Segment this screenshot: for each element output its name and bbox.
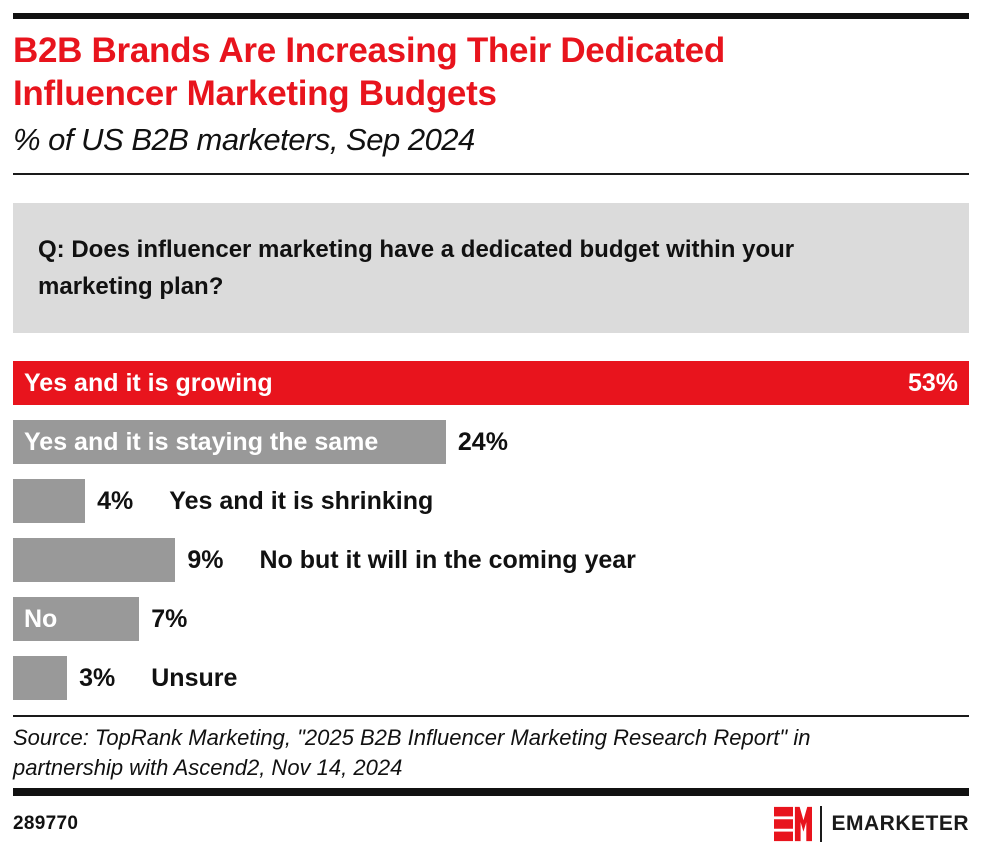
- bar-row: No 7%: [13, 597, 969, 641]
- footer: 289770 EMARKETER: [13, 804, 969, 844]
- logo-divider: [820, 806, 823, 842]
- bar: Yes and it is staying the same: [13, 420, 446, 464]
- chart-subtitle: % of US B2B marketers, Sep 2024: [13, 122, 475, 157]
- emarketer-logo-icon: [774, 806, 813, 842]
- bar-label: Yes and it is growing: [24, 368, 273, 397]
- source-note: Source: TopRank Marketing, "2025 B2B Inf…: [13, 717, 969, 783]
- bar-label: No but it will in the coming year: [259, 545, 636, 574]
- bar-label: Yes and it is staying the same: [24, 427, 379, 456]
- page-title-line2: Influencer Marketing Budgets: [13, 74, 497, 113]
- bar-row: 9% No but it will in the coming year: [13, 538, 969, 582]
- question-box: Q: Does influencer marketing have a dedi…: [13, 203, 969, 333]
- source-line1: Source: TopRank Marketing, "2025 B2B Inf…: [13, 725, 811, 750]
- bar-value: 7%: [151, 604, 188, 633]
- emarketer-logo: EMARKETER: [774, 805, 969, 843]
- bar: Yes and it is growing 53%: [13, 361, 969, 405]
- emarketer-wordmark: EMARKETER: [831, 812, 969, 835]
- bar-row: Yes and it is growing 53%: [13, 361, 969, 405]
- footer-rule: [13, 788, 969, 796]
- header-divider: [13, 173, 969, 175]
- bar: [13, 538, 176, 582]
- source-line2: partnership with Ascend2, Nov 14, 2024: [13, 755, 403, 780]
- bar-value: 9%: [187, 545, 224, 574]
- bar-chart: Yes and it is growing 53% Yes and it is …: [13, 361, 969, 700]
- bar: No: [13, 597, 140, 641]
- chart-id: 289770: [13, 813, 79, 834]
- question-text: Q: Does influencer marketing have a dedi…: [38, 236, 795, 300]
- bar-label: Unsure: [151, 663, 238, 692]
- top-rule: [13, 13, 969, 19]
- bar-value: 4%: [97, 486, 134, 515]
- bar-label: No: [24, 604, 58, 633]
- source-divider: [13, 715, 969, 717]
- bar-label: Yes and it is shrinking: [169, 486, 434, 515]
- bar-value: 24%: [457, 427, 508, 456]
- page-title: B2B Brands Are Increasing Their Dedicate…: [13, 29, 969, 115]
- bar: [13, 656, 68, 700]
- bar: [13, 479, 86, 523]
- page-title-line1: B2B Brands Are Increasing Their Dedicate…: [13, 31, 725, 70]
- bar-value: 53%: [907, 368, 958, 397]
- bar-row: 3% Unsure: [13, 656, 969, 700]
- bar-value: 3%: [79, 663, 116, 692]
- bar-row: 4% Yes and it is shrinking: [13, 479, 969, 523]
- bar-row: Yes and it is staying the same 24%: [13, 420, 969, 464]
